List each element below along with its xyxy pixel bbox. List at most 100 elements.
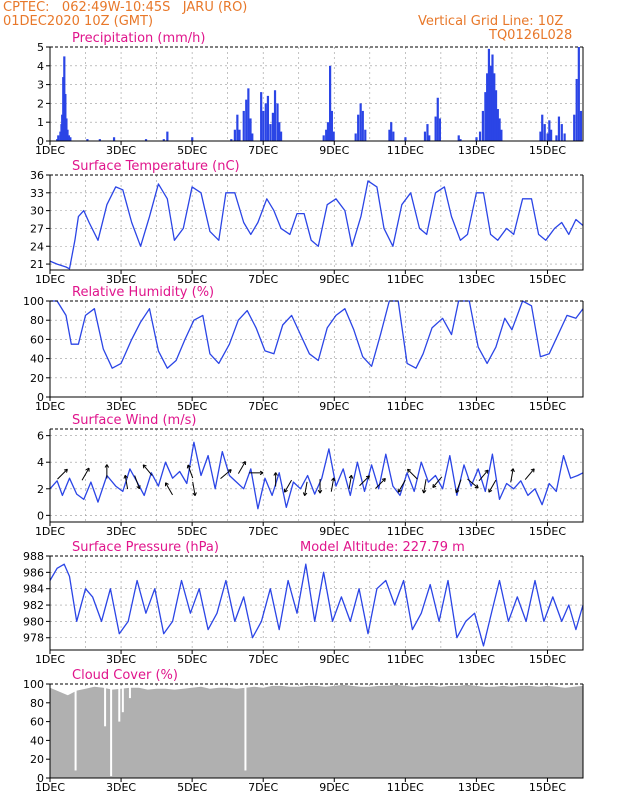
precip-bar	[325, 129, 328, 141]
precip-bar	[166, 131, 169, 141]
x-tick-label: 9DEC	[319, 273, 349, 286]
precip-bar	[278, 122, 281, 141]
x-tick-label: 13DEC	[458, 144, 495, 157]
precip-bar	[262, 110, 265, 141]
wind-arrow	[237, 461, 246, 474]
wind-arrow	[397, 479, 406, 493]
precip-bar	[276, 103, 279, 141]
y-tick-label: 40	[30, 734, 44, 747]
precip-bar	[357, 114, 360, 141]
panel-title: Surface Temperature (nC)	[72, 159, 240, 174]
cloud-cover-gap	[104, 686, 107, 727]
wind-arrow	[134, 475, 141, 490]
precip-bar	[423, 131, 427, 141]
frame	[49, 47, 584, 142]
wind-arrow	[273, 472, 278, 487]
y-tick-label: 2	[37, 483, 44, 496]
y-tick-label: 984	[23, 583, 44, 596]
precip-bar	[144, 139, 148, 141]
precip-bar	[563, 133, 566, 141]
precip-bar	[329, 65, 332, 141]
wind-arrow	[524, 468, 535, 480]
precip-bar	[426, 124, 429, 141]
frame	[49, 556, 584, 651]
wind-arrow	[359, 475, 370, 487]
wind-arrow	[249, 470, 264, 476]
precip-bar	[484, 92, 487, 141]
precip-bar	[539, 131, 542, 141]
precip-bar	[354, 133, 357, 141]
precip-bar	[322, 135, 325, 141]
panel-5: 0 20 40 60 80 100 1DEC 3DEC 5DEC 7DEC 9DEC 11DEC 13D…	[23, 668, 584, 794]
x-tick-label: 1DEC	[35, 781, 65, 794]
y-tick-label: 36	[30, 169, 44, 182]
wind-arrow	[284, 479, 293, 493]
precip-bar	[436, 97, 439, 141]
x-tick-label: 15DEC	[529, 400, 566, 413]
x-tick-label: 11DEC	[387, 400, 424, 413]
precip-bar	[361, 110, 364, 141]
y-tick-label: 27	[30, 222, 44, 235]
wind-arrow	[302, 481, 308, 497]
precip-bar	[390, 122, 393, 141]
precip-bar	[459, 139, 462, 141]
precip-bar	[457, 135, 460, 141]
header-grid-note: Vertical Grid Line: 10Z	[418, 14, 564, 29]
frame	[49, 175, 584, 271]
panel-3: 0 2 4 6 1DEC 3DEC 5DEC 7DEC 9DEC 11DEC 13DEC 15DEC S…	[35, 413, 584, 538]
header-location: CPTEC: 062:49W-10:45S JARU (RO)	[3, 0, 248, 15]
frame	[49, 301, 584, 398]
y-tick-label: 982	[23, 599, 44, 612]
cloud-cover-area	[50, 684, 583, 778]
wind-arrow	[467, 478, 479, 489]
y-tick-label: 60	[30, 333, 44, 346]
precip-bar	[233, 129, 236, 141]
y-tick-label: 60	[30, 716, 44, 729]
panel-2: 0 20 40 60 80 100 1DEC 3DEC 5DEC 7DEC 9DEC 11DEC 13D…	[23, 285, 584, 413]
panel-title: Precipitation (mm/h)	[72, 31, 205, 46]
y-tick-label: 100	[23, 295, 44, 308]
x-tick-label: 5DEC	[177, 273, 207, 286]
panel-title: Cloud Cover (%)	[72, 668, 178, 683]
x-tick-label: 3DEC	[106, 144, 136, 157]
y-tick-label: 978	[23, 632, 44, 645]
precip-bar	[555, 135, 558, 141]
wind-arrow	[164, 482, 173, 496]
precip-bar	[279, 131, 283, 141]
precip-bar	[438, 118, 442, 141]
wind-arrow	[104, 464, 110, 479]
wind-arrow	[81, 467, 90, 481]
precip-bar	[494, 90, 498, 141]
precip-bar	[242, 110, 245, 141]
precip-bar	[266, 95, 270, 141]
x-tick-label: 13DEC	[458, 400, 495, 413]
precip-bar	[478, 131, 482, 141]
precip-bar	[550, 129, 553, 141]
precip-bar	[64, 94, 67, 141]
frame	[49, 684, 584, 779]
precip-bar	[541, 114, 544, 141]
precip-bar	[543, 124, 546, 141]
precip-bar	[251, 133, 254, 141]
x-tick-label: 9DEC	[319, 144, 349, 157]
precip-bar	[575, 78, 578, 141]
precip-bar	[230, 139, 233, 141]
precip-bar	[579, 110, 583, 141]
panel-4: 978 980 982 984 986 988 1DEC 3DEC 5DEC 7DEC 9DEC 11…	[23, 540, 584, 666]
wind-arrow	[186, 464, 194, 479]
panel-title: Surface Wind (m/s)	[72, 413, 196, 428]
x-tick-label: 7DEC	[248, 400, 278, 413]
precip-bar	[489, 65, 492, 141]
x-tick-label: 13DEC	[458, 781, 495, 794]
series-line	[49, 180, 584, 270]
y-tick-label: 80	[30, 697, 44, 710]
x-tick-label: 11DEC	[387, 653, 424, 666]
x-tick-label: 3DEC	[106, 653, 136, 666]
x-tick-label: 7DEC	[248, 781, 278, 794]
precip-bar	[557, 116, 561, 141]
x-tick-label: 15DEC	[529, 653, 566, 666]
precip-bar	[573, 114, 576, 141]
precip-bar	[359, 103, 362, 141]
y-tick-label: 24	[30, 240, 44, 253]
